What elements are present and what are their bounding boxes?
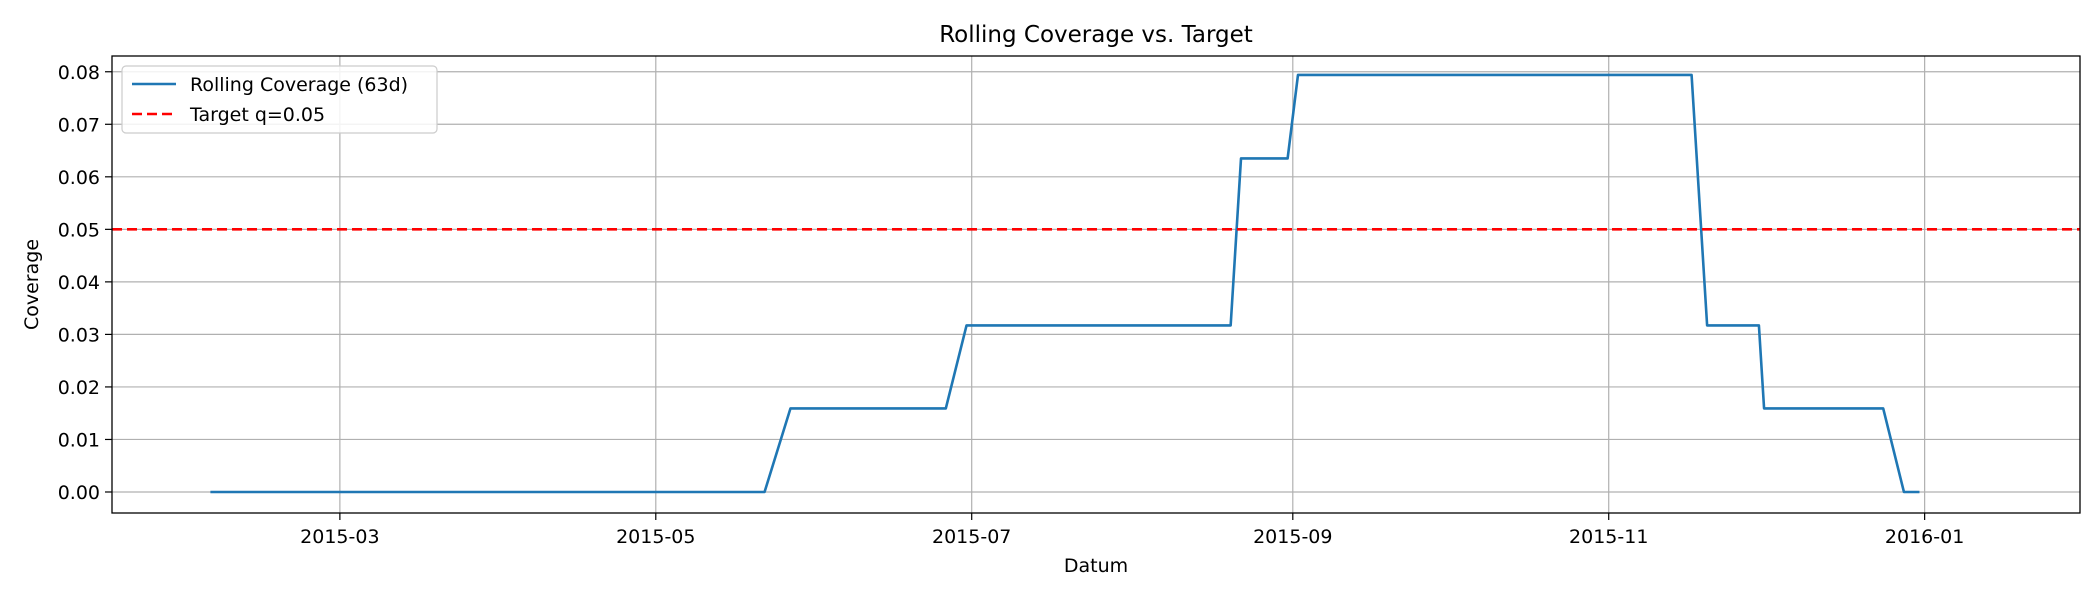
y-tick-label: 0.01 [58, 429, 100, 451]
legend-box [121, 65, 438, 134]
chart-title: Rolling Coverage vs. Target [939, 22, 1253, 48]
x-tick-label: 2016-01 [1885, 526, 1964, 548]
y-tick-label: 0.05 [58, 219, 100, 241]
plot-frame [111, 55, 2081, 514]
x-tick-label: 2015-03 [300, 526, 379, 548]
y-tick-label: 0.08 [58, 62, 100, 84]
y-tick-label: 0.07 [58, 114, 100, 136]
x-tick-label: 2015-07 [932, 526, 1011, 548]
x-tick-label: 2015-05 [616, 526, 695, 548]
x-tick-label: 2015-11 [1569, 526, 1648, 548]
legend-label-target: Target q=0.05 [189, 104, 325, 126]
series-line-rolling-coverage [210, 73, 1920, 494]
series-layer [112, 73, 2080, 494]
x-axis-label: Datum [1064, 555, 1128, 577]
y-tick-label: 0.06 [58, 167, 100, 189]
y-tick-label: 0.00 [58, 482, 100, 504]
ticks-layer: 2015-03 2015-05 2015-07 2015-09 2015-11 2016-… [58, 62, 1965, 548]
legend: Rolling Coverage (63d) Target q=0.05 [121, 65, 438, 134]
x-tick-label: 2015-09 [1253, 526, 1332, 548]
y-tick-label: 0.04 [58, 272, 100, 294]
grid [112, 56, 2080, 513]
y-tick-label: 0.03 [58, 324, 100, 346]
y-tick-label: 0.02 [58, 377, 100, 399]
legend-label-rolling-coverage: Rolling Coverage (63d) [190, 74, 408, 96]
y-axis-label: Coverage [21, 239, 43, 330]
